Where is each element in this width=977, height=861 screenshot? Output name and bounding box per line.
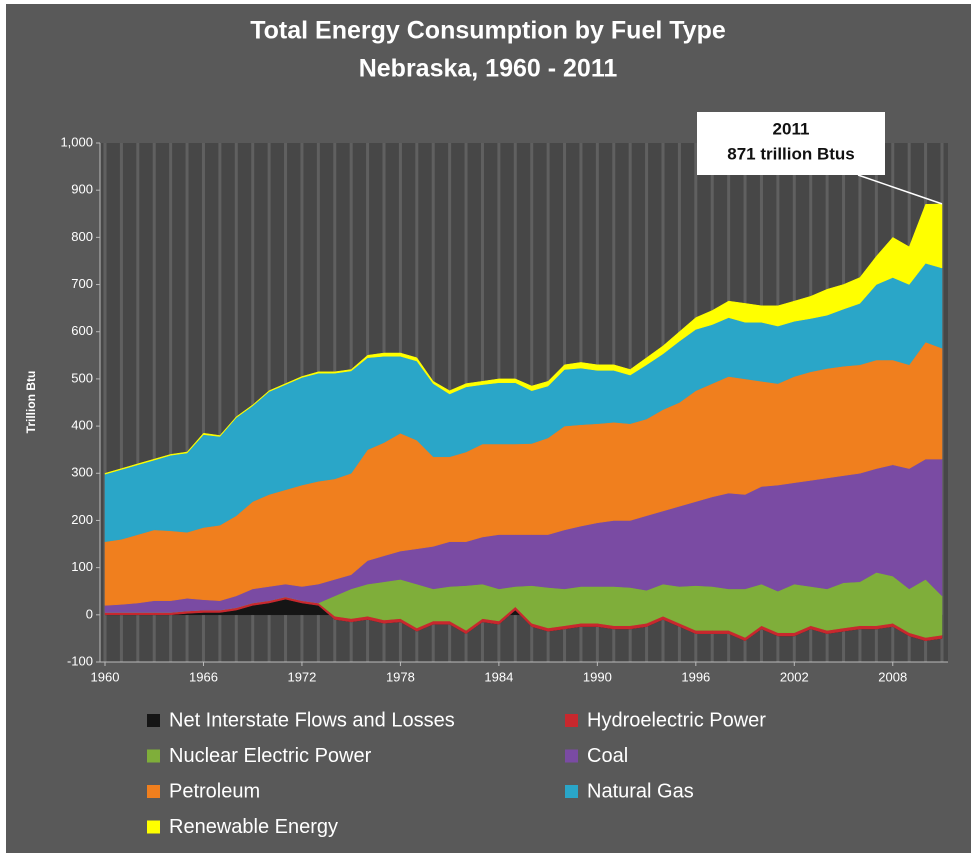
y-tick-label: 500 <box>71 370 93 385</box>
x-tick-label: 2008 <box>878 669 907 684</box>
area <box>104 203 943 475</box>
legend-label: Natural Gas <box>587 780 694 802</box>
x-tick-label: 1996 <box>681 669 710 684</box>
legend-swatch <box>147 820 160 834</box>
x-tick-label: 1990 <box>583 669 612 684</box>
x-tick-label: 1984 <box>484 669 513 684</box>
x-tick-label: 1960 <box>91 669 120 684</box>
y-tick-label: 900 <box>71 182 93 197</box>
legend-swatch <box>147 785 160 798</box>
x-tick-label: 1966 <box>189 669 218 684</box>
annotation-box <box>697 112 885 175</box>
annotation-pointer <box>857 174 943 205</box>
legend-swatch <box>147 714 160 727</box>
x-tick-label: 1978 <box>386 669 415 684</box>
y-tick-label: 0 <box>86 606 93 621</box>
legend-label: Petroleum <box>169 780 260 802</box>
legend-label: Net Interstate Flows and Losses <box>169 709 455 731</box>
y-axis-label: Trillion Btu <box>24 371 38 434</box>
y-tick-label: 700 <box>71 276 93 291</box>
chart-subtitle: Nebraska, 1960 - 2011 <box>359 55 618 83</box>
y-tick-label: 400 <box>71 418 93 433</box>
y-tick-label: 1,000 <box>60 134 93 149</box>
y-tick-label: 200 <box>71 512 93 527</box>
legend-label: Nuclear Electric Power <box>169 745 372 767</box>
annotation: 2011 871 trillion Btus <box>697 112 943 205</box>
legend-label: Coal <box>587 745 628 767</box>
legend-swatch <box>147 749 160 763</box>
y-tick-label: 100 <box>71 559 93 574</box>
legend-label: Renewable Energy <box>169 816 338 838</box>
axes: -100 0 100 200 300 400 500 600 700 800 900 1,000 196… <box>60 134 948 684</box>
y-tick-label: 800 <box>71 229 93 244</box>
legend: Net Interstate Flows and Losses Hydroelec… <box>147 709 766 838</box>
annotation-text: 871 trillion Btus <box>727 144 855 163</box>
x-tick-label: 2002 <box>780 669 809 684</box>
y-tick-label: 600 <box>71 323 93 338</box>
y-tick-label: -100 <box>67 653 93 668</box>
y-tick-label: 300 <box>71 465 93 480</box>
legend-swatch <box>565 785 578 798</box>
chart-title: Total Energy Consumption by Fuel Type <box>250 17 726 45</box>
annotation-text: 2011 <box>773 119 810 138</box>
x-tick-label: 1972 <box>287 669 316 684</box>
areas <box>104 203 943 642</box>
legend-label: Hydroelectric Power <box>587 709 766 731</box>
legend-swatch <box>565 749 578 763</box>
legend-swatch <box>565 714 578 727</box>
